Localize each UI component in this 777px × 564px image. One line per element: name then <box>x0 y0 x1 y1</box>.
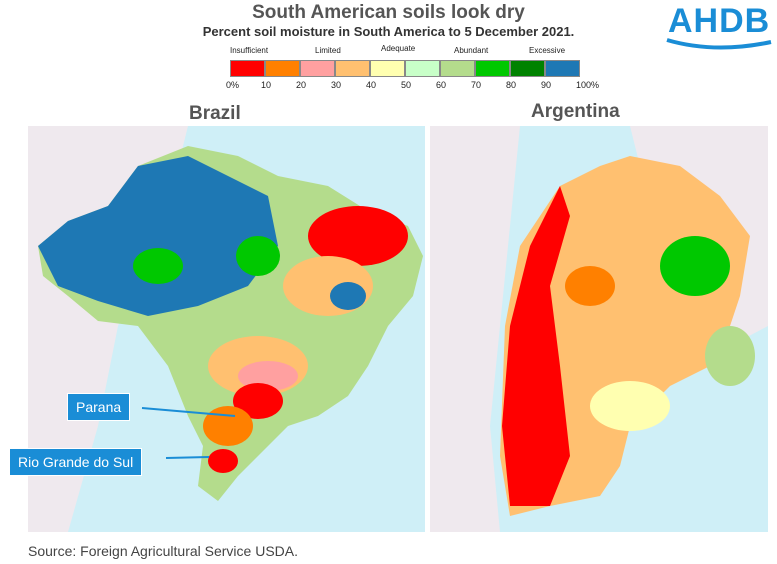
legend-tick: 80 <box>506 80 517 90</box>
argentina-map <box>430 126 768 532</box>
rio-grande-do-sul-label: Rio Grande do Sul <box>9 448 143 476</box>
legend-swatch <box>335 60 370 77</box>
chart-title: South American soils look dry <box>252 2 525 23</box>
legend-swatch <box>300 60 335 77</box>
legend-swatch <box>440 60 475 77</box>
legend-category: Abundant <box>454 46 489 55</box>
legend-swatch <box>545 60 580 77</box>
legend-category: Limited <box>315 46 341 55</box>
rio-grande-pointer-icon <box>165 456 210 459</box>
legend-category: Excessive <box>529 46 566 55</box>
legend-tick: 0% <box>226 80 240 90</box>
legend-tick: 90 <box>541 80 552 90</box>
legend-swatch <box>475 60 510 77</box>
chart-subtitle: Percent soil moisture in South America t… <box>202 24 575 39</box>
legend-swatch <box>265 60 300 77</box>
argentina-title: Argentina <box>531 101 620 122</box>
parana-label: Parana <box>67 393 131 421</box>
legend-tick: 100% <box>576 80 600 90</box>
legend-swatch <box>370 60 405 77</box>
parana-pointer-icon <box>141 407 236 417</box>
legend-tick: 70 <box>471 80 482 90</box>
legend-tick: 40 <box>366 80 377 90</box>
legend-swatch <box>510 60 545 77</box>
legend-category: Adequate <box>381 44 416 53</box>
legend-tick: 50 <box>401 80 412 90</box>
logo-swoosh-icon <box>666 38 772 50</box>
legend-tick: 20 <box>296 80 307 90</box>
legend-swatch <box>405 60 440 77</box>
ahdb-logo: AHDB <box>668 2 771 40</box>
legend-tick: 30 <box>331 80 342 90</box>
legend-tick: 10 <box>261 80 272 90</box>
brazil-title: Brazil <box>189 103 241 124</box>
legend-swatch <box>230 60 265 77</box>
source-note: Source: Foreign Agricultural Service USD… <box>28 543 298 559</box>
legend-category: Insufficient <box>230 46 269 55</box>
legend-tick: 60 <box>436 80 447 90</box>
